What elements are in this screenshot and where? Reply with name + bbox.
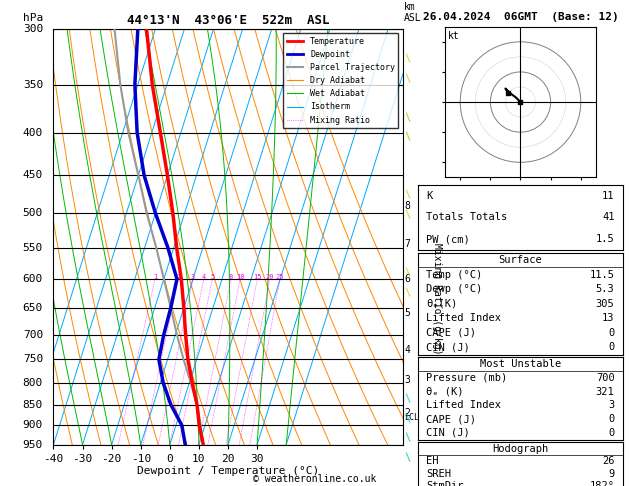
Title: 44°13'N  43°06'E  522m  ASL: 44°13'N 43°06'E 522m ASL: [127, 14, 329, 27]
Text: /: /: [403, 286, 415, 297]
Text: CAPE (J): CAPE (J): [426, 328, 476, 338]
Text: 800: 800: [23, 378, 43, 388]
Text: 500: 500: [23, 208, 43, 218]
Text: kt: kt: [448, 31, 460, 41]
Text: /: /: [403, 432, 415, 443]
Text: /: /: [403, 412, 415, 424]
Text: 4: 4: [404, 345, 410, 355]
Text: 5: 5: [210, 275, 214, 280]
Text: Mixing Ratio (g/kg): Mixing Ratio (g/kg): [432, 243, 442, 355]
Text: 0: 0: [608, 428, 615, 438]
Text: 15: 15: [253, 275, 262, 280]
Text: 11.5: 11.5: [589, 270, 615, 279]
Text: PW (cm): PW (cm): [426, 234, 470, 244]
Text: SREH: SREH: [426, 469, 452, 479]
Text: /: /: [403, 266, 415, 278]
Text: 5.3: 5.3: [596, 284, 615, 294]
Text: /: /: [403, 52, 415, 64]
Text: 7: 7: [404, 240, 410, 249]
Text: Surface: Surface: [499, 255, 542, 265]
Text: LCL: LCL: [404, 413, 420, 421]
Text: 950: 950: [23, 440, 43, 450]
Text: 0: 0: [608, 328, 615, 338]
Text: K: K: [426, 191, 433, 201]
Text: 300: 300: [23, 24, 43, 34]
Text: 450: 450: [23, 170, 43, 180]
Text: 850: 850: [23, 399, 43, 410]
Text: 182°: 182°: [589, 482, 615, 486]
Text: 700: 700: [596, 373, 615, 383]
Text: 650: 650: [23, 303, 43, 313]
Text: Most Unstable: Most Unstable: [480, 359, 561, 369]
Text: /: /: [403, 393, 415, 404]
Text: Temp (°C): Temp (°C): [426, 270, 482, 279]
Text: 20: 20: [265, 275, 274, 280]
Text: 600: 600: [23, 274, 43, 284]
Text: /: /: [403, 208, 415, 220]
Text: 3: 3: [608, 400, 615, 410]
Text: Lifted Index: Lifted Index: [426, 313, 501, 323]
Text: /: /: [403, 111, 415, 122]
Text: 400: 400: [23, 128, 43, 138]
Text: 25: 25: [276, 275, 284, 280]
Text: Hodograph: Hodograph: [493, 444, 548, 453]
Text: 0: 0: [608, 414, 615, 424]
Text: CIN (J): CIN (J): [426, 428, 470, 438]
Text: 11: 11: [602, 191, 615, 201]
Text: EH: EH: [426, 456, 439, 466]
Text: 350: 350: [23, 80, 43, 90]
Text: Pressure (mb): Pressure (mb): [426, 373, 508, 383]
Text: 13: 13: [602, 313, 615, 323]
Text: θₑ(K): θₑ(K): [426, 299, 458, 309]
Text: 26.04.2024  06GMT  (Base: 12): 26.04.2024 06GMT (Base: 12): [423, 12, 618, 22]
Text: 3: 3: [191, 275, 195, 280]
X-axis label: Dewpoint / Temperature (°C): Dewpoint / Temperature (°C): [137, 467, 319, 476]
Text: 8: 8: [229, 275, 233, 280]
Text: 900: 900: [23, 420, 43, 430]
Text: 3: 3: [404, 376, 410, 385]
Text: 321: 321: [596, 387, 615, 397]
Text: 6: 6: [404, 274, 410, 284]
Text: Lifted Index: Lifted Index: [426, 400, 501, 410]
Text: km
ASL: km ASL: [404, 2, 422, 23]
Text: /: /: [403, 130, 415, 142]
Text: 0: 0: [608, 343, 615, 352]
Text: 26: 26: [602, 456, 615, 466]
Text: 5: 5: [404, 309, 410, 318]
Text: Totals Totals: Totals Totals: [426, 212, 508, 223]
Text: 1.5: 1.5: [596, 234, 615, 244]
Text: Dewp (°C): Dewp (°C): [426, 284, 482, 294]
Text: 750: 750: [23, 354, 43, 364]
Text: 2: 2: [176, 275, 181, 280]
Text: 9: 9: [608, 469, 615, 479]
Text: 700: 700: [23, 330, 43, 340]
Text: 8: 8: [404, 201, 410, 211]
Text: 41: 41: [602, 212, 615, 223]
Text: θₑ (K): θₑ (K): [426, 387, 464, 397]
Text: © weatheronline.co.uk: © weatheronline.co.uk: [253, 473, 376, 484]
Text: 1: 1: [153, 275, 157, 280]
Text: /: /: [403, 189, 415, 200]
Text: StmDir: StmDir: [426, 482, 464, 486]
Legend: Temperature, Dewpoint, Parcel Trajectory, Dry Adiabat, Wet Adiabat, Isotherm, Mi: Temperature, Dewpoint, Parcel Trajectory…: [284, 34, 398, 128]
Text: 4: 4: [202, 275, 206, 280]
Text: /: /: [403, 72, 415, 84]
Text: CAPE (J): CAPE (J): [426, 414, 476, 424]
Text: 2: 2: [404, 408, 410, 418]
Text: 305: 305: [596, 299, 615, 309]
Text: 550: 550: [23, 243, 43, 253]
Text: hPa: hPa: [23, 13, 43, 23]
Text: /: /: [403, 451, 415, 463]
Text: CIN (J): CIN (J): [426, 343, 470, 352]
Text: 10: 10: [236, 275, 245, 280]
